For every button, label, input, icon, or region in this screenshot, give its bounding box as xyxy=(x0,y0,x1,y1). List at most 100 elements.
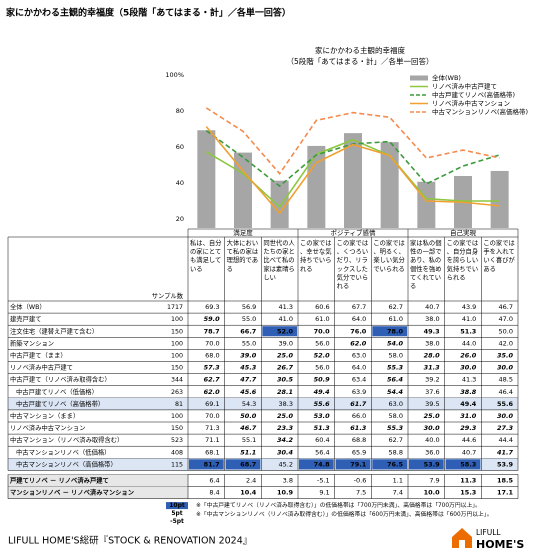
column-header: この家では、幸せな気持ちでいられる xyxy=(300,238,332,273)
cell-value: 9.1 xyxy=(319,489,329,497)
cell-fill xyxy=(372,459,407,470)
row-label: 中古マンションリノベ（低価格） xyxy=(16,447,110,456)
sample-size: 100 xyxy=(171,413,183,420)
cell-value: 38.3 xyxy=(279,400,293,408)
cell-fill xyxy=(445,459,481,470)
cell-value: 31.3 xyxy=(424,364,441,372)
cell-value: 17.1 xyxy=(497,489,514,497)
cell-value: 30.0 xyxy=(497,364,514,372)
cell-value: 55.1 xyxy=(242,436,256,444)
cell-value: 45.2 xyxy=(279,460,293,468)
cell-value: 26.7 xyxy=(277,364,294,372)
cell-value: 53.9 xyxy=(497,460,514,468)
y-tick-label: 80 xyxy=(176,107,184,115)
cell-value: 58.0 xyxy=(389,412,403,420)
cell-value: 30.0 xyxy=(497,412,514,420)
cell-value: -5.1 xyxy=(317,476,330,484)
cell-value: 56.0 xyxy=(315,339,329,347)
group-header: 自己実現 xyxy=(450,228,477,237)
cell-value: 67.7 xyxy=(352,303,366,311)
legend-label: -5pt xyxy=(170,518,184,525)
cell-value: 52.0 xyxy=(277,327,294,335)
sample-size: 1717 xyxy=(167,304,183,311)
cell-value: 44.4 xyxy=(499,436,513,444)
cell-value: 47.7 xyxy=(240,376,257,384)
cell-value: 45.6 xyxy=(240,388,257,396)
cell-value: 59.0 xyxy=(204,315,221,323)
y-tick-label: 20 xyxy=(176,215,184,223)
row-label: 新築マンション xyxy=(10,338,54,347)
cell-value: 10.0 xyxy=(424,489,441,497)
cell-value: 50.9 xyxy=(314,376,331,384)
cell-value: 40.0 xyxy=(425,436,439,444)
cell-value: 6.4 xyxy=(209,476,219,484)
cell-value: 61.7 xyxy=(350,400,367,408)
chart-subtitle: （5段階「あてはまる・計」／各単一回答） xyxy=(287,56,434,66)
cell-value: 63.9 xyxy=(352,388,366,396)
footer-source: LIFULL HOME'S総研『STOCK & RENOVATION 2024』 xyxy=(8,535,252,547)
cell-value: 15.3 xyxy=(460,489,476,497)
cell-value: 70.0 xyxy=(205,339,219,347)
legend-fill xyxy=(166,502,188,510)
cell-value: 69.1 xyxy=(205,400,219,408)
cell-value: 36.0 xyxy=(425,448,439,456)
cell-value: 35.0 xyxy=(497,351,514,359)
cell-value: 51.3 xyxy=(314,424,331,432)
cell-value: 74.8 xyxy=(314,460,331,468)
cell-value: 48.5 xyxy=(499,376,513,384)
y-tick-label: 60 xyxy=(176,143,184,151)
cell-value: 38.0 xyxy=(425,315,439,323)
legend-label: 全体(WB) xyxy=(432,73,461,82)
cell-value: 62.7 xyxy=(389,436,403,444)
cell-value: -0.6 xyxy=(354,476,367,484)
cell-value: 46.7 xyxy=(499,303,513,311)
cell-value: 44.6 xyxy=(462,436,476,444)
cell-value: 40.7 xyxy=(462,448,476,456)
line xyxy=(205,126,500,215)
cell-value: 28.1 xyxy=(277,388,293,396)
cell-value: 70.0 xyxy=(205,412,219,420)
cell-value: 76.0 xyxy=(350,327,367,335)
sample-size: 115 xyxy=(171,461,183,468)
sample-header: サンプル数 xyxy=(152,291,184,300)
logo-icon xyxy=(452,528,472,548)
column-header: この家では、自分自身を誇らしい気持ちでいられる xyxy=(447,238,478,281)
note: ※「中古戸建てリノベ（リノベ済み取得含む）」の低価格帯は「700万円未満」、高価… xyxy=(196,501,481,509)
row-label: リノベ済み中古マンション xyxy=(10,423,86,432)
row-label: マンションリノベ － リノベ済みマンション xyxy=(10,488,134,497)
column-header: 大体において私の家は理想的である xyxy=(227,238,258,273)
cell-value: 51.1 xyxy=(240,448,256,456)
cell-value: 25.0 xyxy=(424,412,441,420)
cell-value: 62.7 xyxy=(389,303,403,311)
sample-size: 150 xyxy=(171,425,183,432)
logo-bottom: HOME'S xyxy=(476,538,524,551)
cell-value: 7.9 xyxy=(429,476,439,484)
row-label: 中古戸建てリノベ（高価格帯） xyxy=(16,399,104,408)
cell-value: 29.3 xyxy=(460,424,477,432)
cell-value: 63.0 xyxy=(389,400,403,408)
cell-value: 7.4 xyxy=(393,489,403,497)
cell-value: 38.0 xyxy=(425,339,439,347)
cell-fill xyxy=(225,459,261,470)
cell-value: 27.3 xyxy=(497,424,514,432)
cell-value: 53.9 xyxy=(424,460,441,468)
column-header: この家では手を入れていく喜びがある xyxy=(483,238,515,273)
cell-value: 30.5 xyxy=(277,376,294,384)
y-tick-label: 100% xyxy=(165,71,184,79)
cell-value: 76.5 xyxy=(387,460,404,468)
cell-value: 50.0 xyxy=(240,412,257,420)
sample-size: 150 xyxy=(171,365,183,372)
cell-value: 60.4 xyxy=(315,436,329,444)
cell-value: 42.0 xyxy=(499,339,513,347)
y-tick-label: 40 xyxy=(176,179,184,187)
cell-value: 55.3 xyxy=(387,424,404,432)
row-label: 中古戸建てリノベ（低価格） xyxy=(16,387,98,396)
cell-value: 55.0 xyxy=(242,339,256,347)
cell-value: 52.0 xyxy=(314,351,331,359)
cell-fill xyxy=(299,459,334,470)
sample-size: 81 xyxy=(175,401,183,408)
sample-size: 150 xyxy=(171,328,183,335)
column-header: 私は、自分の家にとても満足している xyxy=(190,238,222,273)
cell-fill xyxy=(335,459,371,470)
